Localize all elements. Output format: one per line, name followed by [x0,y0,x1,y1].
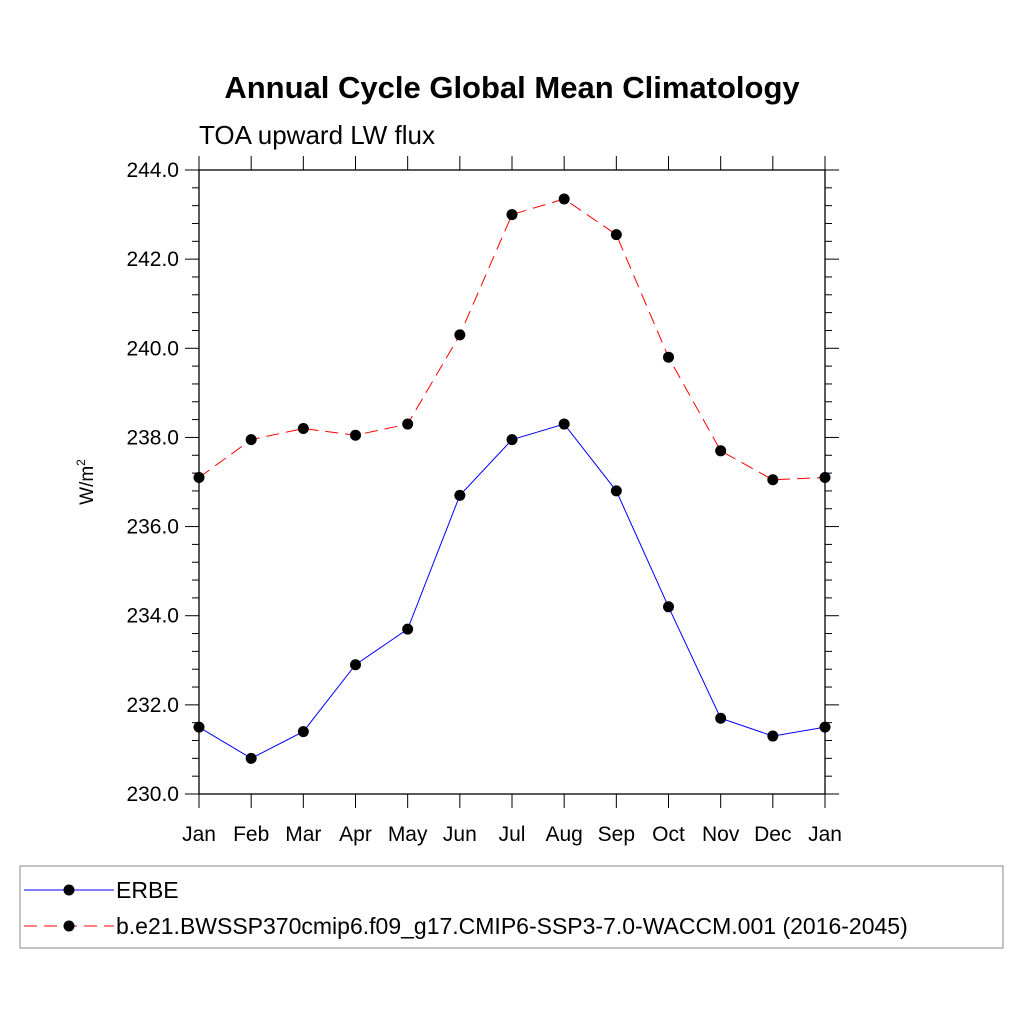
x-tick-label: May [388,823,428,846]
plot-frame [198,169,826,795]
legend-label-2: b.e21.BWSSP370cmip6.f09_g17.CMIP6-SSP3-7… [116,913,908,939]
series-2-point [245,434,257,446]
series-1-point [610,485,622,497]
x-tick-label: Jan [808,823,842,846]
x-tick-label: Dec [754,823,791,846]
series-2-point [193,472,205,484]
series-1-point [819,721,831,733]
series-2-point [506,209,518,221]
series-2-point [767,474,779,486]
y-axis-label-superscript: 2 [74,459,88,466]
series-2-point [819,472,831,484]
series-2-point [558,193,570,205]
series-1-point [663,601,674,613]
chart-subtitle: TOA upward LW flux [199,120,435,150]
legend-marker-2 [63,920,75,932]
legend-box [19,865,1004,949]
series-1-point [558,418,570,430]
y-tick-label: 234.0 [126,605,179,628]
legend-marker-1 [63,884,75,896]
series-1-point [506,434,518,446]
series-line-1 [198,423,826,759]
x-tick-label: Jul [499,823,526,846]
x-tick-label: Sep [598,823,635,846]
series-1-point [245,752,257,764]
series-2-point [297,423,309,435]
x-tick-label: Jan [182,823,216,846]
x-tick-label: Aug [545,823,582,846]
y-tick-label: 232.0 [126,694,179,717]
legend: ERBE b.e21.BWSSP370cmip6.f09_g17.CMIP6-SS… [19,865,1004,949]
y-tick-label: 244.0 [126,159,179,182]
y-tick-label: 240.0 [126,337,179,360]
y-axis-label: W/m2 [74,459,98,505]
series-2-point [610,229,622,241]
series-1-point [297,726,309,738]
x-tick-label: Mar [285,823,321,846]
x-tick-label: Feb [233,823,269,846]
legend-label-1: ERBE [116,877,179,903]
chart-title: Annual Cycle Global Mean Climatology [224,70,800,105]
y-axis-label-base: W/m [77,466,98,505]
series-2-point [454,329,466,341]
series-1-point [454,489,466,501]
series-1-point [767,730,779,742]
y-tick-label: 230.0 [126,783,179,806]
series-1-point [402,623,414,635]
x-tick-label: Apr [339,823,372,846]
series-2-point [350,429,361,441]
y-tick-label: 236.0 [126,516,179,539]
series-1-point [350,659,361,671]
series-1-point [193,721,205,733]
y-tick-label: 238.0 [126,426,179,449]
series-2-point [663,351,674,363]
y-tick-label: 242.0 [126,248,179,271]
series-1-point [715,712,727,724]
x-tick-label: Nov [702,823,740,846]
x-tick-label: Oct [652,823,685,846]
series-2-point [402,418,414,430]
series-2-point [715,445,727,457]
x-tick-label: Jun [443,823,477,846]
plot-area: 230.0 232.0 234.0 236.0 238.0 240.0 242.0 244.0… [126,156,842,846]
